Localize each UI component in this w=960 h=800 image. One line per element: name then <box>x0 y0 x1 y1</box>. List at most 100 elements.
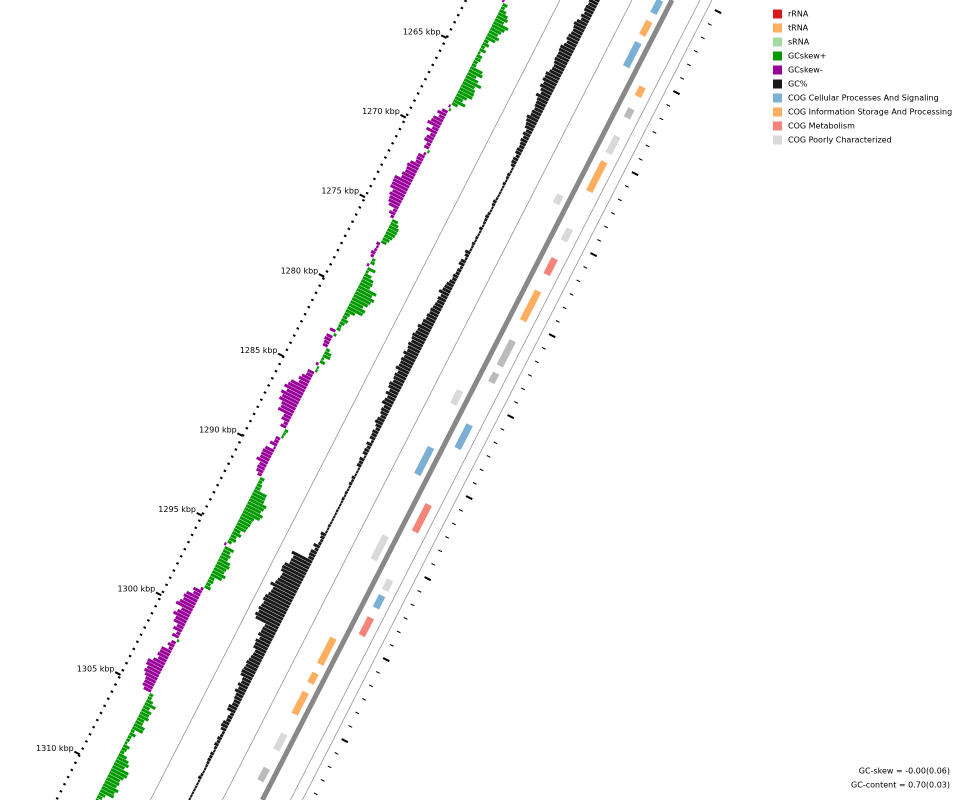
gc-content-bar <box>213 745 218 750</box>
gc-skew-bar <box>385 231 396 239</box>
inner-tick <box>576 279 581 283</box>
gc-skew-bar <box>234 525 247 533</box>
gc-skew-bar <box>259 454 270 462</box>
gc-skew-bar <box>417 152 426 159</box>
gc-skew-bar <box>127 735 132 740</box>
gc-skew-bar <box>319 360 326 366</box>
gc-content-bar <box>326 527 330 531</box>
gc-content-bar <box>402 350 418 360</box>
gc-skew-bar <box>404 169 416 177</box>
gc-skew-bar <box>371 258 376 263</box>
gc-content-bar <box>464 249 471 255</box>
gc-content-bar <box>422 318 435 327</box>
inner-tick <box>631 171 639 177</box>
inner-tick <box>707 23 712 26</box>
inner-tick <box>555 320 560 323</box>
gc-skew-bar <box>492 21 509 32</box>
gc-skew-bar <box>456 93 468 101</box>
gc-skew-bar <box>256 456 269 465</box>
gc-skew-bar <box>116 756 129 765</box>
gc-skew-bar <box>168 646 174 651</box>
inner-tick <box>652 131 657 134</box>
gc-skew-bar <box>269 440 278 447</box>
gc-content-bar <box>221 730 226 735</box>
gc-content-bar <box>292 555 312 567</box>
gc-skew-bar <box>216 561 230 570</box>
gene <box>291 690 309 716</box>
gc-skew-bar <box>491 24 505 33</box>
gc-content-bar <box>464 253 470 258</box>
gc-content-bar <box>216 736 223 741</box>
gene <box>543 256 558 277</box>
gc-content-bar <box>469 248 473 252</box>
gc-content-bar <box>471 241 476 246</box>
gc-skew-bar <box>346 306 364 317</box>
gene <box>273 732 288 752</box>
gc-skew-bar <box>480 45 486 50</box>
gc-content-bar <box>374 419 384 426</box>
gc-skew-bar <box>316 366 320 370</box>
gc-content-bar <box>264 593 290 609</box>
gc-skew-bar <box>483 39 489 44</box>
gc-content-bar <box>460 258 467 264</box>
gc-content-bar <box>425 316 436 324</box>
gc-content-bar <box>371 432 378 438</box>
inner-tick <box>472 482 477 485</box>
gene <box>414 445 435 477</box>
gc-skew-bar <box>130 729 135 734</box>
gc-skew-bar <box>409 160 421 168</box>
inner-tick <box>438 549 443 553</box>
gc-content-bar <box>225 717 232 723</box>
gc-content-bar <box>407 341 422 351</box>
inner-tick <box>403 617 408 620</box>
legend-swatch <box>773 121 782 131</box>
gc-content-bar <box>314 547 319 552</box>
gc-content-bar <box>252 644 267 654</box>
inner-tick <box>493 441 498 445</box>
gc-content-bar <box>281 572 303 585</box>
gc-skew-bar <box>134 720 144 727</box>
gc-skew-bar <box>108 771 124 781</box>
gc-skew-bar <box>131 726 144 734</box>
scale-tick-label: 1295 kbp <box>158 505 196 514</box>
scale-tick <box>359 193 366 199</box>
gc-skew-bar <box>336 327 342 332</box>
gc-skew-bar <box>298 379 309 387</box>
gc-content-bar <box>559 44 574 54</box>
legend-label: GCskew+ <box>788 52 826 61</box>
gc-skew-bar <box>259 477 265 482</box>
gc-content-bar <box>506 172 511 177</box>
gc-content-bar <box>281 564 306 579</box>
gc-content-bar <box>212 749 216 753</box>
gc-content-bar <box>490 206 495 210</box>
gc-skew-bar <box>305 372 313 378</box>
gc-skew-bar <box>370 253 375 258</box>
gc-skew-bar <box>255 467 264 474</box>
gc-skew-bar <box>501 0 505 3</box>
gc-skew-bar <box>244 507 264 519</box>
gc-skew-bar <box>360 279 373 288</box>
gc-skew-bar <box>99 789 115 799</box>
gc-skew-bar <box>144 702 157 711</box>
gc-content-bar <box>501 185 505 189</box>
gc-skew-bar <box>281 393 300 405</box>
gc-content-bar <box>483 217 488 222</box>
gc-skew-bar <box>221 552 231 559</box>
gc-skew-bar <box>383 234 393 241</box>
gc-skew-bar <box>253 489 268 499</box>
gc-content-bar <box>525 117 538 126</box>
gc-content-bar <box>250 654 263 663</box>
gc-content-bar <box>262 596 289 612</box>
gc-content-bar <box>383 404 392 411</box>
gc-skew-bar <box>314 369 319 373</box>
gc-content-bar <box>331 518 335 522</box>
gc-content-bar <box>536 96 548 105</box>
gc-content-bar <box>259 636 272 645</box>
gc-content-bar <box>358 456 365 462</box>
gc-content-bar <box>458 261 465 267</box>
gc-skew-bar <box>392 177 410 189</box>
gc-content-bar <box>269 581 296 597</box>
gc-content-bar <box>535 92 550 102</box>
gc-content-bar <box>515 154 521 159</box>
guide-line <box>302 0 713 800</box>
